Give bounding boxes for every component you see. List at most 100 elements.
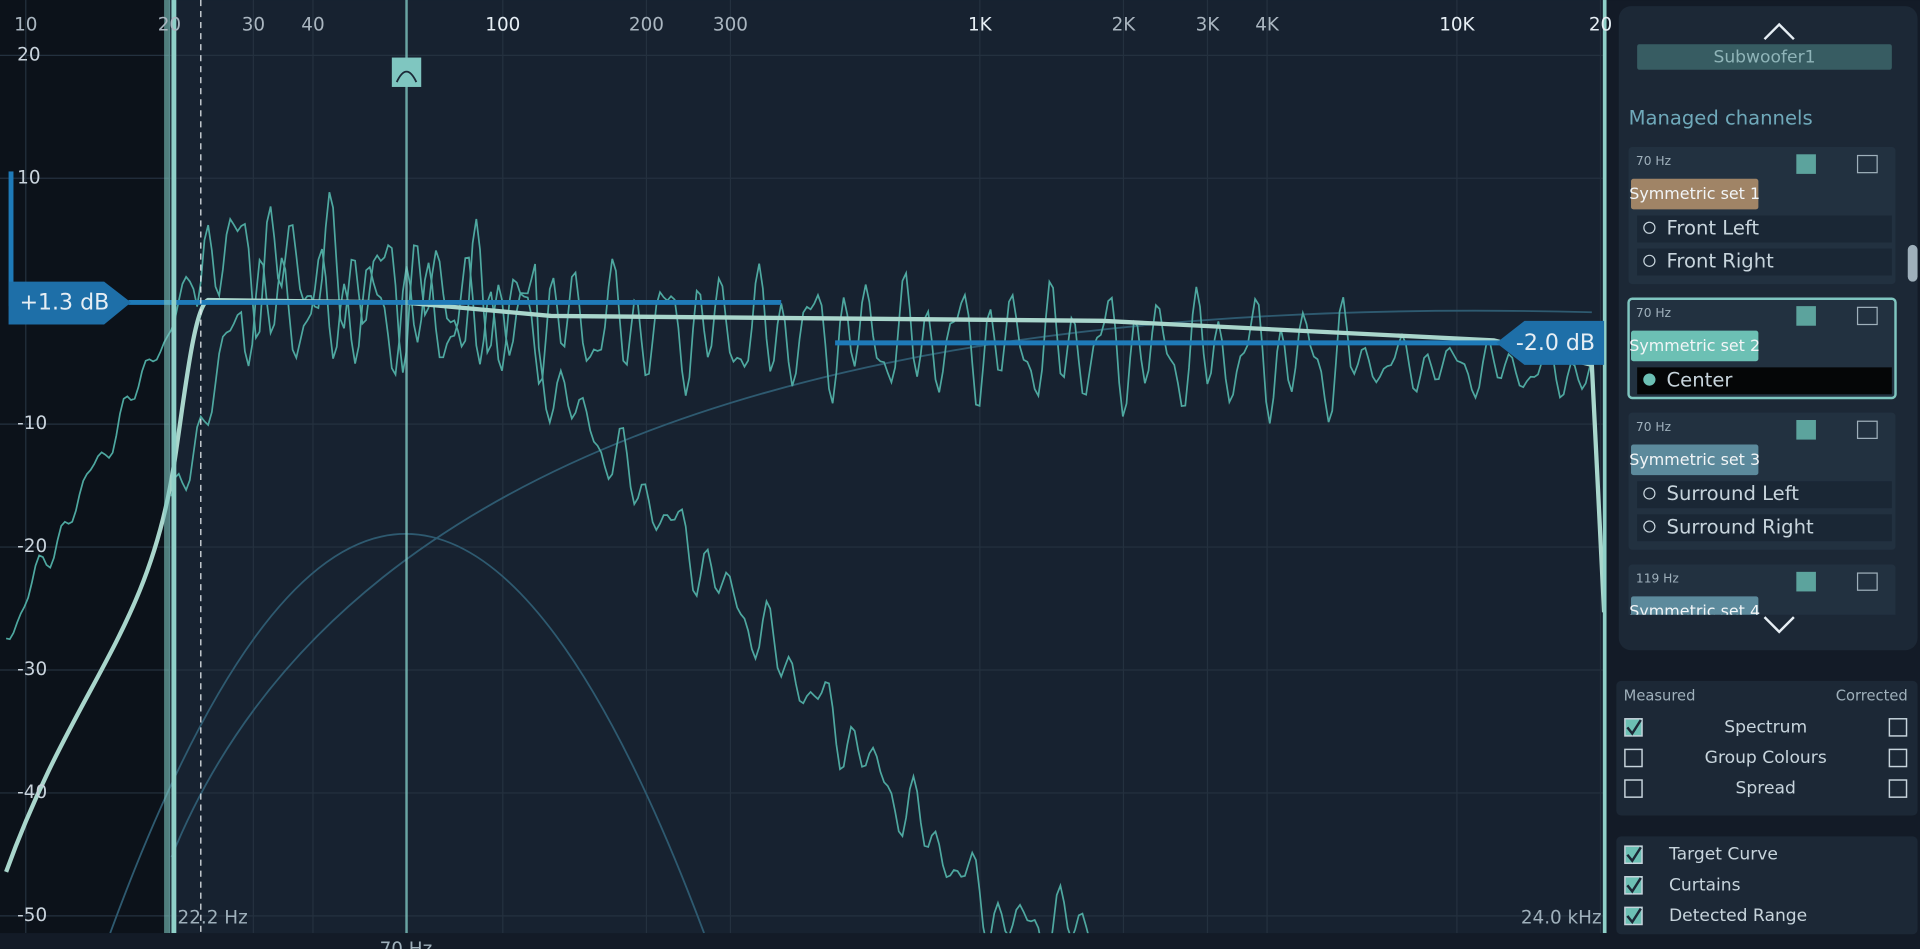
y-tick-label: -20 (17, 536, 47, 557)
channel-row[interactable] (1637, 514, 1892, 542)
display-row-label: Spread (1736, 779, 1796, 799)
y-tick-label: 20 (17, 44, 40, 65)
group-icon (1796, 571, 1816, 592)
checkmark (1626, 846, 1642, 863)
x-tick-label: 10K (1439, 15, 1475, 36)
subwoofer: Subwoofer1 (1713, 48, 1815, 68)
y-tick-label: -50 (17, 905, 47, 926)
group-name: Symmetric set 1 (1629, 184, 1760, 203)
display-rows: Spectrum Group Colours Spread (1624, 717, 1908, 799)
gain-bar (8, 171, 14, 307)
toggle-label: Target Curve (1668, 845, 1778, 865)
x-tick-label: 300 (713, 15, 748, 36)
checkbox[interactable] (1888, 718, 1908, 737)
toggles: Target Curve Curtains Detected Range (1624, 845, 1807, 926)
x-tick-label: 3K (1196, 15, 1221, 36)
scrollbar[interactable] (1907, 244, 1918, 282)
x-tick-label: 1K (968, 15, 993, 36)
group-badge[interactable] (1631, 444, 1759, 476)
group-name: Symmetric set 3 (1629, 450, 1760, 469)
group-name: Symmetric set 4 (1629, 602, 1760, 621)
subwoofer-spectrum (5, 192, 1089, 934)
group-link-icon[interactable] (1856, 306, 1878, 326)
toggle-label: Curtains (1669, 875, 1741, 895)
plot-area (0, 0, 1607, 933)
low-limit: 22.2 Hz (178, 907, 248, 928)
group-badge[interactable] (1631, 596, 1759, 627)
subwoofer-button[interactable] (1637, 44, 1892, 70)
section-title: Managed channels (1629, 106, 1813, 129)
channel-radio (1643, 254, 1656, 267)
low-curtain (0, 0, 169, 934)
channel-name: Surround Left (1667, 482, 1800, 505)
y-tick-label: -40 (17, 782, 47, 803)
channel-name: Center (1667, 368, 1734, 391)
group-frequency: 70 Hz (1636, 306, 1671, 320)
gain-right: -2.0 dB (1516, 331, 1595, 356)
center-spectrum (170, 248, 1597, 497)
y-tick-label: -10 (17, 413, 47, 434)
curtain-edge (164, 0, 171, 934)
x-tick-label: 20 (158, 15, 181, 36)
y-tick-label: -30 (17, 659, 47, 680)
gain-left-handle[interactable] (8, 281, 132, 325)
channel-list: Subwoofer1 70 Hz Symmetric set 1 Front Lef… (1627, 44, 1897, 627)
group-link-icon[interactable] (1856, 154, 1878, 174)
corrected-header: Corrected (1836, 688, 1908, 705)
checkbox[interactable] (1888, 779, 1908, 798)
channel-name: Front Right (1667, 250, 1775, 273)
checkmark (1626, 907, 1642, 925)
channel-row[interactable] (1637, 481, 1892, 509)
high-limit: 24.0 kHz (1521, 907, 1602, 928)
group-icon (1796, 306, 1816, 326)
channel-name: Surround Right (1667, 515, 1814, 538)
group-name: Symmetric set 2 (1629, 336, 1760, 355)
grid (0, 0, 1607, 934)
x-tick-label: 40 (301, 15, 324, 36)
channel-name: Front Left (1667, 216, 1760, 239)
toggle-label: Detected Range (1669, 906, 1807, 926)
group-frequency: 119 Hz (1636, 572, 1679, 586)
high-curtain (1602, 0, 1607, 934)
crossover-label: 70 Hz (380, 939, 433, 949)
curtain-line (171, 0, 177, 934)
x-tick-label: 100 (485, 15, 520, 36)
checkmark (1626, 719, 1642, 736)
toggle-panel (1616, 836, 1918, 935)
x-tick-label: 10 (14, 15, 37, 36)
group-frequency: 70 Hz (1636, 154, 1671, 168)
group-link-icon[interactable] (1856, 420, 1878, 439)
display-panel (1616, 680, 1918, 816)
x-tick-label: 2K (1112, 15, 1137, 36)
overlays: +1.3 dB -2.0 dB 22.2 Hz 24.0 kHz (8, 0, 1607, 934)
crossover-icon (395, 70, 418, 83)
group-badge[interactable] (1631, 330, 1759, 362)
group-frequency: 70 Hz (1636, 420, 1671, 434)
checkmark (1626, 877, 1642, 894)
display-row-label: Group Colours (1705, 748, 1827, 768)
scroll-down[interactable] (1763, 616, 1795, 634)
x-tick-label: 20 (1589, 15, 1612, 36)
checkbox[interactable] (1624, 779, 1643, 798)
group-link-icon[interactable] (1856, 572, 1878, 591)
channel-radio (1643, 373, 1656, 386)
channel-row[interactable] (1637, 248, 1892, 276)
group-icon (1796, 420, 1816, 440)
channel-radio (1643, 487, 1656, 500)
scroll-up[interactable] (1763, 22, 1795, 41)
y-tick-label: 10 (17, 167, 40, 188)
checkbox[interactable] (1624, 748, 1643, 768)
channel-radio (1643, 221, 1656, 234)
x-tick-label: 200 (629, 15, 664, 36)
gain-right-handle[interactable] (1496, 320, 1605, 365)
group-icon (1796, 154, 1816, 174)
gain-left: +1.3 dB (20, 291, 110, 316)
display-row-label: Spectrum (1724, 717, 1807, 737)
channel-radio (1643, 520, 1656, 533)
checkbox[interactable] (1888, 748, 1908, 768)
group-badge[interactable] (1631, 178, 1759, 210)
x-tick-label: 4K (1255, 15, 1280, 36)
channel-row[interactable] (1637, 367, 1892, 395)
channel-row[interactable] (1637, 215, 1892, 243)
